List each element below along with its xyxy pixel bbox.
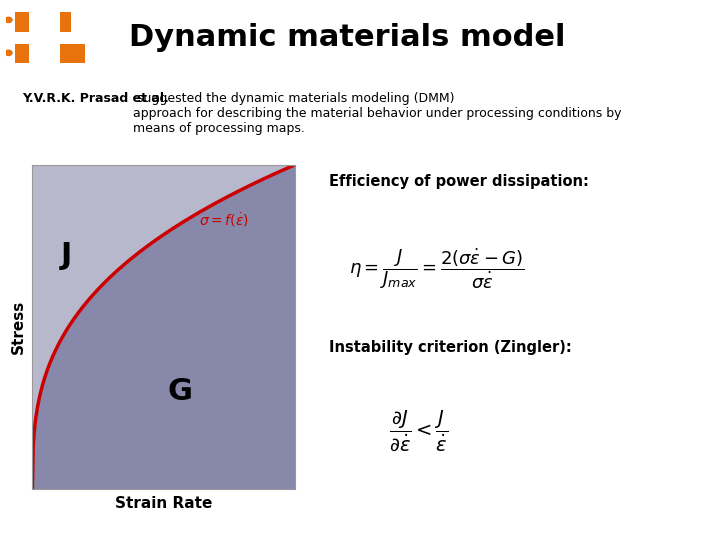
Text: $\dfrac{\partial J}{\partial\dot{\varepsilon}} < \dfrac{J}{\dot{\varepsilon}}$: $\dfrac{\partial J}{\partial\dot{\vareps…	[389, 408, 449, 453]
Text: Efficiency of power dissipation:: Efficiency of power dissipation:	[329, 174, 589, 190]
Text: Dynamic materials model: Dynamic materials model	[129, 23, 565, 52]
Circle shape	[5, 17, 12, 23]
Text: $\sigma = f(\dot{\varepsilon})$: $\sigma = f(\dot{\varepsilon})$	[199, 211, 249, 228]
Text: $\eta = \dfrac{J}{J_{max}} = \dfrac{2(\sigma\dot{\varepsilon} - G)}{\sigma\dot{\: $\eta = \dfrac{J}{J_{max}} = \dfrac{2(\s…	[348, 246, 525, 291]
Circle shape	[5, 50, 12, 56]
Bar	[55, 8, 92, 36]
Bar	[55, 39, 92, 68]
Bar	[60, 12, 71, 32]
Bar	[9, 8, 48, 36]
Text: Instability criterion (Zingler):: Instability criterion (Zingler):	[329, 340, 572, 355]
Y-axis label: Stress: Stress	[11, 300, 25, 354]
Bar	[60, 44, 85, 63]
Bar	[14, 12, 29, 32]
Polygon shape	[32, 165, 295, 489]
Text: suggested the dynamic materials modeling (DMM)
approach for describing the mater: suggested the dynamic materials modeling…	[133, 92, 621, 136]
Text: 8: 8	[691, 518, 702, 532]
X-axis label: Strain Rate: Strain Rate	[115, 496, 212, 511]
Text: July 09-11, 2013: July 09-11, 2013	[333, 518, 459, 532]
Bar	[9, 39, 48, 68]
Text: G: G	[167, 377, 192, 406]
Text: Tarusa: Tarusa	[212, 518, 264, 532]
Text: Y.V.R.K. Prasad et al.: Y.V.R.K. Prasad et al.	[22, 92, 168, 105]
Text: J: J	[61, 241, 72, 270]
Bar	[14, 44, 29, 63]
